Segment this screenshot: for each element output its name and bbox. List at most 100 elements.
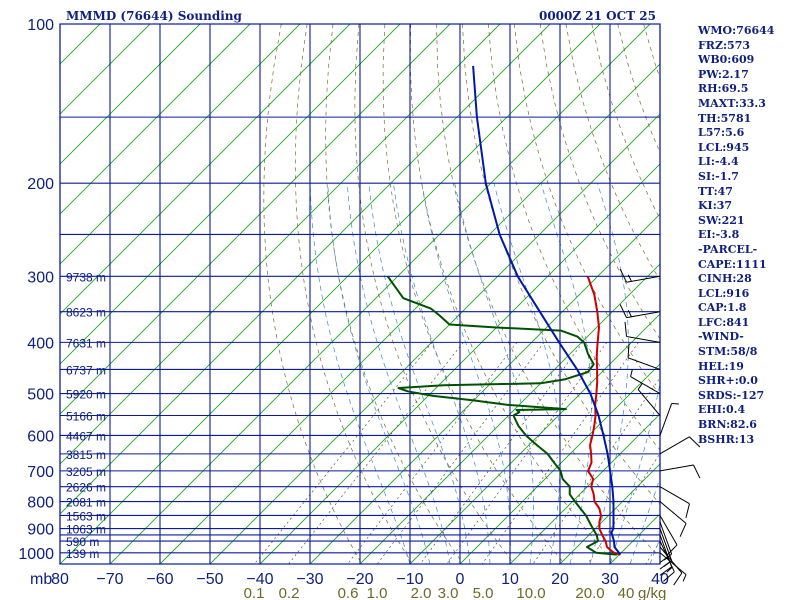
grid-layer (59, 23, 800, 565)
index-panel: WMO:76644 FRZ:573 WB0:609 PW:2.17 RH:69.5 MAX… (698, 24, 774, 447)
isotherm-line (159, 63, 660, 564)
temperature-tick-label: 40 (651, 571, 669, 588)
isotherm-line (60, 24, 301, 265)
wind-barb (624, 321, 661, 343)
mixing-ratio-label: 3.0 (438, 585, 459, 600)
barb-staff (659, 521, 673, 555)
dry-adiabat (325, 24, 462, 562)
mixing-ratio-label: 0.6 (338, 585, 359, 600)
index-item: LCL:916 (698, 286, 750, 300)
height-label: 3205 m (66, 465, 106, 479)
temperature-tick-label: −10 (396, 571, 423, 588)
dry-adiabat (513, 24, 660, 396)
barb-staff (626, 275, 661, 283)
dry-adiabat (773, 24, 800, 562)
barb-staff (627, 357, 661, 370)
mixing-ratio-line (446, 342, 608, 564)
pressure-tick-label: 800 (27, 495, 54, 512)
clipped-grid (60, 24, 800, 564)
isotherm-line (409, 313, 660, 564)
moist-adiabat (454, 183, 534, 564)
moist-adiabat (589, 183, 629, 564)
isotherm-line (60, 24, 251, 215)
dry-adiabat (263, 24, 361, 562)
temperature-profile (586, 275, 621, 556)
temperature-tick-label: −30 (296, 571, 323, 588)
barb-flag (619, 268, 627, 283)
wind-barb (659, 515, 678, 556)
barb-staff (630, 376, 661, 395)
temperature-tick-label: −50 (196, 571, 223, 588)
index-item: SI:-1.7 (698, 169, 739, 183)
height-label: 5166 m (66, 410, 106, 424)
isotherm-line (109, 24, 651, 564)
temperature-tick-label: 80 (51, 571, 69, 588)
index-item: RH:69.5 (698, 82, 749, 96)
moist-adiabat (327, 183, 431, 564)
index-item: KI:37 (698, 199, 733, 213)
temperature-tick-label: −70 (96, 571, 123, 588)
moist-adiabat (368, 183, 471, 564)
wind-barb (659, 403, 679, 436)
barb-half-flag (666, 566, 673, 573)
height-label: 590 m (66, 535, 99, 549)
index-item: -PARCEL- (698, 242, 758, 256)
barb-flag (693, 464, 701, 479)
mixing-ratio-label: 0.2 (279, 585, 300, 600)
series-layer (386, 65, 622, 556)
mixing-ratio-label: 0.1 (244, 585, 265, 600)
barb-flag (627, 343, 630, 358)
mixing-ratio-label: 20.0 (575, 585, 604, 600)
barb-flag (659, 560, 672, 570)
barb-staff (659, 436, 690, 455)
barb-staff (626, 335, 661, 343)
wind-barb (659, 501, 687, 537)
dewpoint-profile (386, 275, 617, 556)
barb-flag (659, 553, 672, 564)
barb-half-flag (637, 383, 643, 390)
dry-adiabat (462, 24, 660, 505)
barb-staff (626, 311, 661, 319)
moist-adiabat (346, 183, 451, 564)
height-label: 5920 m (66, 388, 106, 402)
mixing-ratio-line (347, 342, 518, 564)
dry-adiabat (354, 24, 513, 563)
dry-adiabat (436, 24, 660, 559)
plot-frame (59, 23, 661, 565)
index-item: LFC:841 (698, 315, 750, 329)
height-label: 2626 m (66, 481, 106, 495)
index-item: SW:221 (698, 213, 745, 227)
mixing-ratio-label: 10.0 (516, 585, 545, 600)
index-item: CAP:1.8 (698, 301, 747, 315)
mixing-ratio-label: 5.0 (473, 585, 494, 600)
barb-half-flag (630, 369, 633, 377)
index-item: CINH:28 (698, 272, 752, 286)
wind-barb (659, 436, 701, 455)
barb-staff (659, 403, 673, 436)
height-label: 9738 m (66, 270, 106, 284)
index-item: HEL:19 (698, 359, 744, 373)
mixing-ratio-label: 2.0 (411, 585, 432, 600)
pressure-tick-label: 500 (27, 387, 54, 404)
barb-half-flag (627, 309, 632, 317)
height-label: 6737 m (66, 363, 106, 377)
dry-adiabat (487, 24, 660, 451)
height-label: 3815 m (66, 448, 106, 462)
index-item: EHI:0.4 (698, 403, 746, 417)
mixing-ratio-unit: g/kg (638, 585, 666, 600)
mixing-ratio-line (288, 342, 464, 564)
moist-adiabat (309, 183, 411, 564)
index-item: MAXT:33.3 (698, 96, 766, 110)
wind-barb (627, 343, 661, 370)
barb-flag (659, 566, 672, 576)
pressure-unit-label: mb (30, 571, 52, 588)
wind-barb (619, 268, 661, 283)
moist-adiabat (609, 382, 660, 564)
height-label: 1063 m (66, 523, 106, 537)
wind-barb (619, 304, 661, 319)
index-item: SRDS:-127 (698, 388, 765, 402)
mixing-ratio-line (587, 452, 660, 564)
barb-flag (666, 544, 678, 556)
height-label: 7631 m (66, 336, 106, 350)
